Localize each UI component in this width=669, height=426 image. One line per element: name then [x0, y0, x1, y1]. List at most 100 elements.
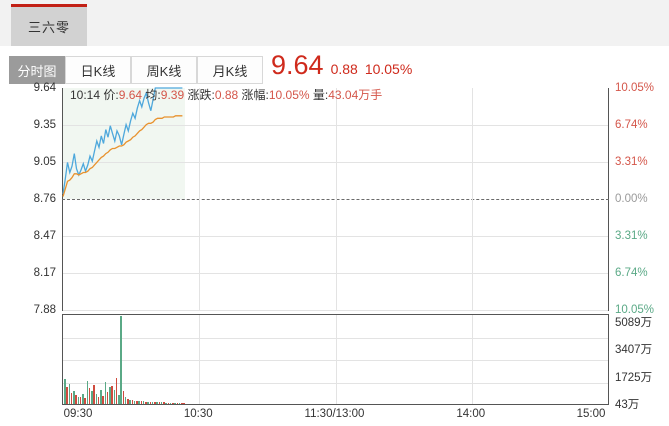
- infobar-volume-key: 量:: [312, 88, 329, 102]
- volume-bar: [113, 389, 116, 404]
- volume-bar: [151, 401, 154, 404]
- infobar-volume-value: 43.04万手: [328, 88, 383, 102]
- volume-bar: [75, 395, 77, 404]
- time-axis-tick: 15:00: [576, 408, 606, 420]
- infobar-price-value: 9.64: [118, 88, 143, 102]
- volume-axis-tick: 5089万: [615, 317, 653, 329]
- prev-close-line: [62, 199, 609, 200]
- volume-bar: [86, 381, 89, 404]
- volume-gridline: [63, 360, 608, 361]
- volume-bar: [93, 384, 95, 404]
- tab-monthly-k-label: 月K线: [212, 63, 248, 79]
- tab-timeshare[interactable]: 分时图: [9, 56, 65, 84]
- volume-bar: [133, 400, 136, 404]
- series-average: [62, 115, 183, 197]
- volume-bar: [77, 396, 80, 404]
- infobar-pct-value: 10.05%: [268, 88, 310, 102]
- volume-axis-tick: 3407万: [615, 344, 653, 357]
- volume-bar: [104, 382, 107, 404]
- time-gridline: [336, 315, 337, 404]
- volume-bar: [145, 401, 147, 404]
- tab-weekly-k-label: 周K线: [146, 63, 182, 79]
- time-axis-tick: 14:00: [456, 408, 486, 420]
- volume-bar: [127, 398, 129, 404]
- infobar-avg-key: 均:: [145, 88, 161, 102]
- volume-bar: [100, 389, 102, 404]
- volume-bar: [91, 390, 93, 404]
- quote-block: 9.64 0.88 10.05%: [271, 52, 412, 79]
- volume-bar: [174, 403, 176, 404]
- percent-axis-tick: 10.05%: [615, 304, 655, 316]
- price-gridline: [63, 124, 608, 126]
- volume-bar: [122, 390, 125, 404]
- infobar-pct-key: 涨幅:: [241, 88, 269, 102]
- time-axis-tick: 11:30/13:00: [304, 408, 365, 420]
- volume-bar: [88, 388, 91, 404]
- stock-name-label: 三六零: [27, 20, 70, 35]
- volume-bar: [154, 402, 156, 404]
- percent-axis-tick: 6.74%: [615, 119, 648, 131]
- volume-bar: [64, 379, 66, 404]
- stock-name-tab[interactable]: 三六零: [11, 4, 87, 46]
- time-gridline: [199, 315, 200, 404]
- volume-gridline: [63, 338, 608, 339]
- tab-monthly-k[interactable]: 月K线: [197, 56, 263, 84]
- volume-bar: [66, 387, 68, 404]
- crosshair-infobar: 10:14 价:9.64 均:9.39 涨跌:0.88 涨幅:10.05% 量:…: [70, 86, 382, 103]
- tab-timeshare-label: 分时图: [17, 63, 57, 79]
- volume-bar: [68, 383, 71, 404]
- volume-bar: [147, 401, 149, 404]
- volume-bar: [73, 390, 75, 404]
- time-gridline: [336, 88, 337, 310]
- volume-bar: [129, 399, 131, 404]
- volume-bar: [124, 396, 127, 404]
- time-gridline: [199, 88, 200, 310]
- volume-bar: [109, 387, 111, 404]
- price-change-percent: 10.05%: [364, 61, 413, 77]
- price-axis-tick: 9.35: [33, 118, 56, 131]
- chart-area: 10:14 价:9.64 均:9.39 涨跌:0.88 涨幅:10.05% 量:…: [0, 82, 669, 426]
- volume-bar: [115, 378, 118, 404]
- percent-axis-tick: 10.05%: [615, 82, 655, 94]
- volume-bar: [172, 402, 174, 404]
- volume-bar: [142, 401, 145, 404]
- volume-bar: [156, 402, 158, 404]
- volume-bar: [70, 392, 73, 404]
- last-price: 9.64: [271, 50, 324, 80]
- volume-bar: [138, 400, 140, 404]
- volume-bar: [82, 393, 84, 404]
- time-axis-tick: 09:30: [63, 408, 93, 420]
- price-gridline: [63, 235, 608, 237]
- volume-bar: [158, 402, 161, 404]
- volume-bar: [97, 397, 100, 404]
- volume-bar: [111, 385, 113, 404]
- volume-bar: [118, 394, 120, 404]
- percent-axis-tick: 3.31%: [615, 156, 648, 168]
- price-axis-tick: 8.76: [33, 193, 56, 205]
- volume-bar: [140, 401, 143, 404]
- volume-bar: [136, 400, 138, 404]
- percent-axis-tick: 3.31%: [615, 230, 648, 242]
- volume-plot-frame[interactable]: [62, 314, 609, 405]
- price-axis-tick: 8.47: [33, 229, 56, 242]
- volume-bar: [176, 403, 179, 404]
- volume-bar: [165, 402, 167, 404]
- volume-bar: [160, 402, 163, 404]
- tab-weekly-k[interactable]: 周K线: [131, 56, 197, 84]
- infobar-change-value: 0.88: [214, 88, 239, 102]
- tab-daily-k[interactable]: 日K线: [65, 56, 131, 84]
- price-change: 0.88: [330, 61, 358, 77]
- price-plot-frame[interactable]: [62, 87, 609, 311]
- percent-axis-tick: 0.00%: [615, 193, 648, 205]
- volume-axis-tick: 43万: [615, 399, 640, 411]
- volume-bar: [120, 316, 122, 404]
- infobar-time: 10:14: [70, 88, 101, 102]
- volume-bar: [106, 391, 109, 404]
- price-axis-tick: 9.64: [33, 82, 56, 94]
- volume-bar: [169, 402, 172, 404]
- volume-bar: [183, 403, 185, 404]
- series-price: [62, 87, 183, 195]
- infobar-change-key: 涨跌:: [187, 88, 215, 102]
- price-gridline: [63, 273, 608, 275]
